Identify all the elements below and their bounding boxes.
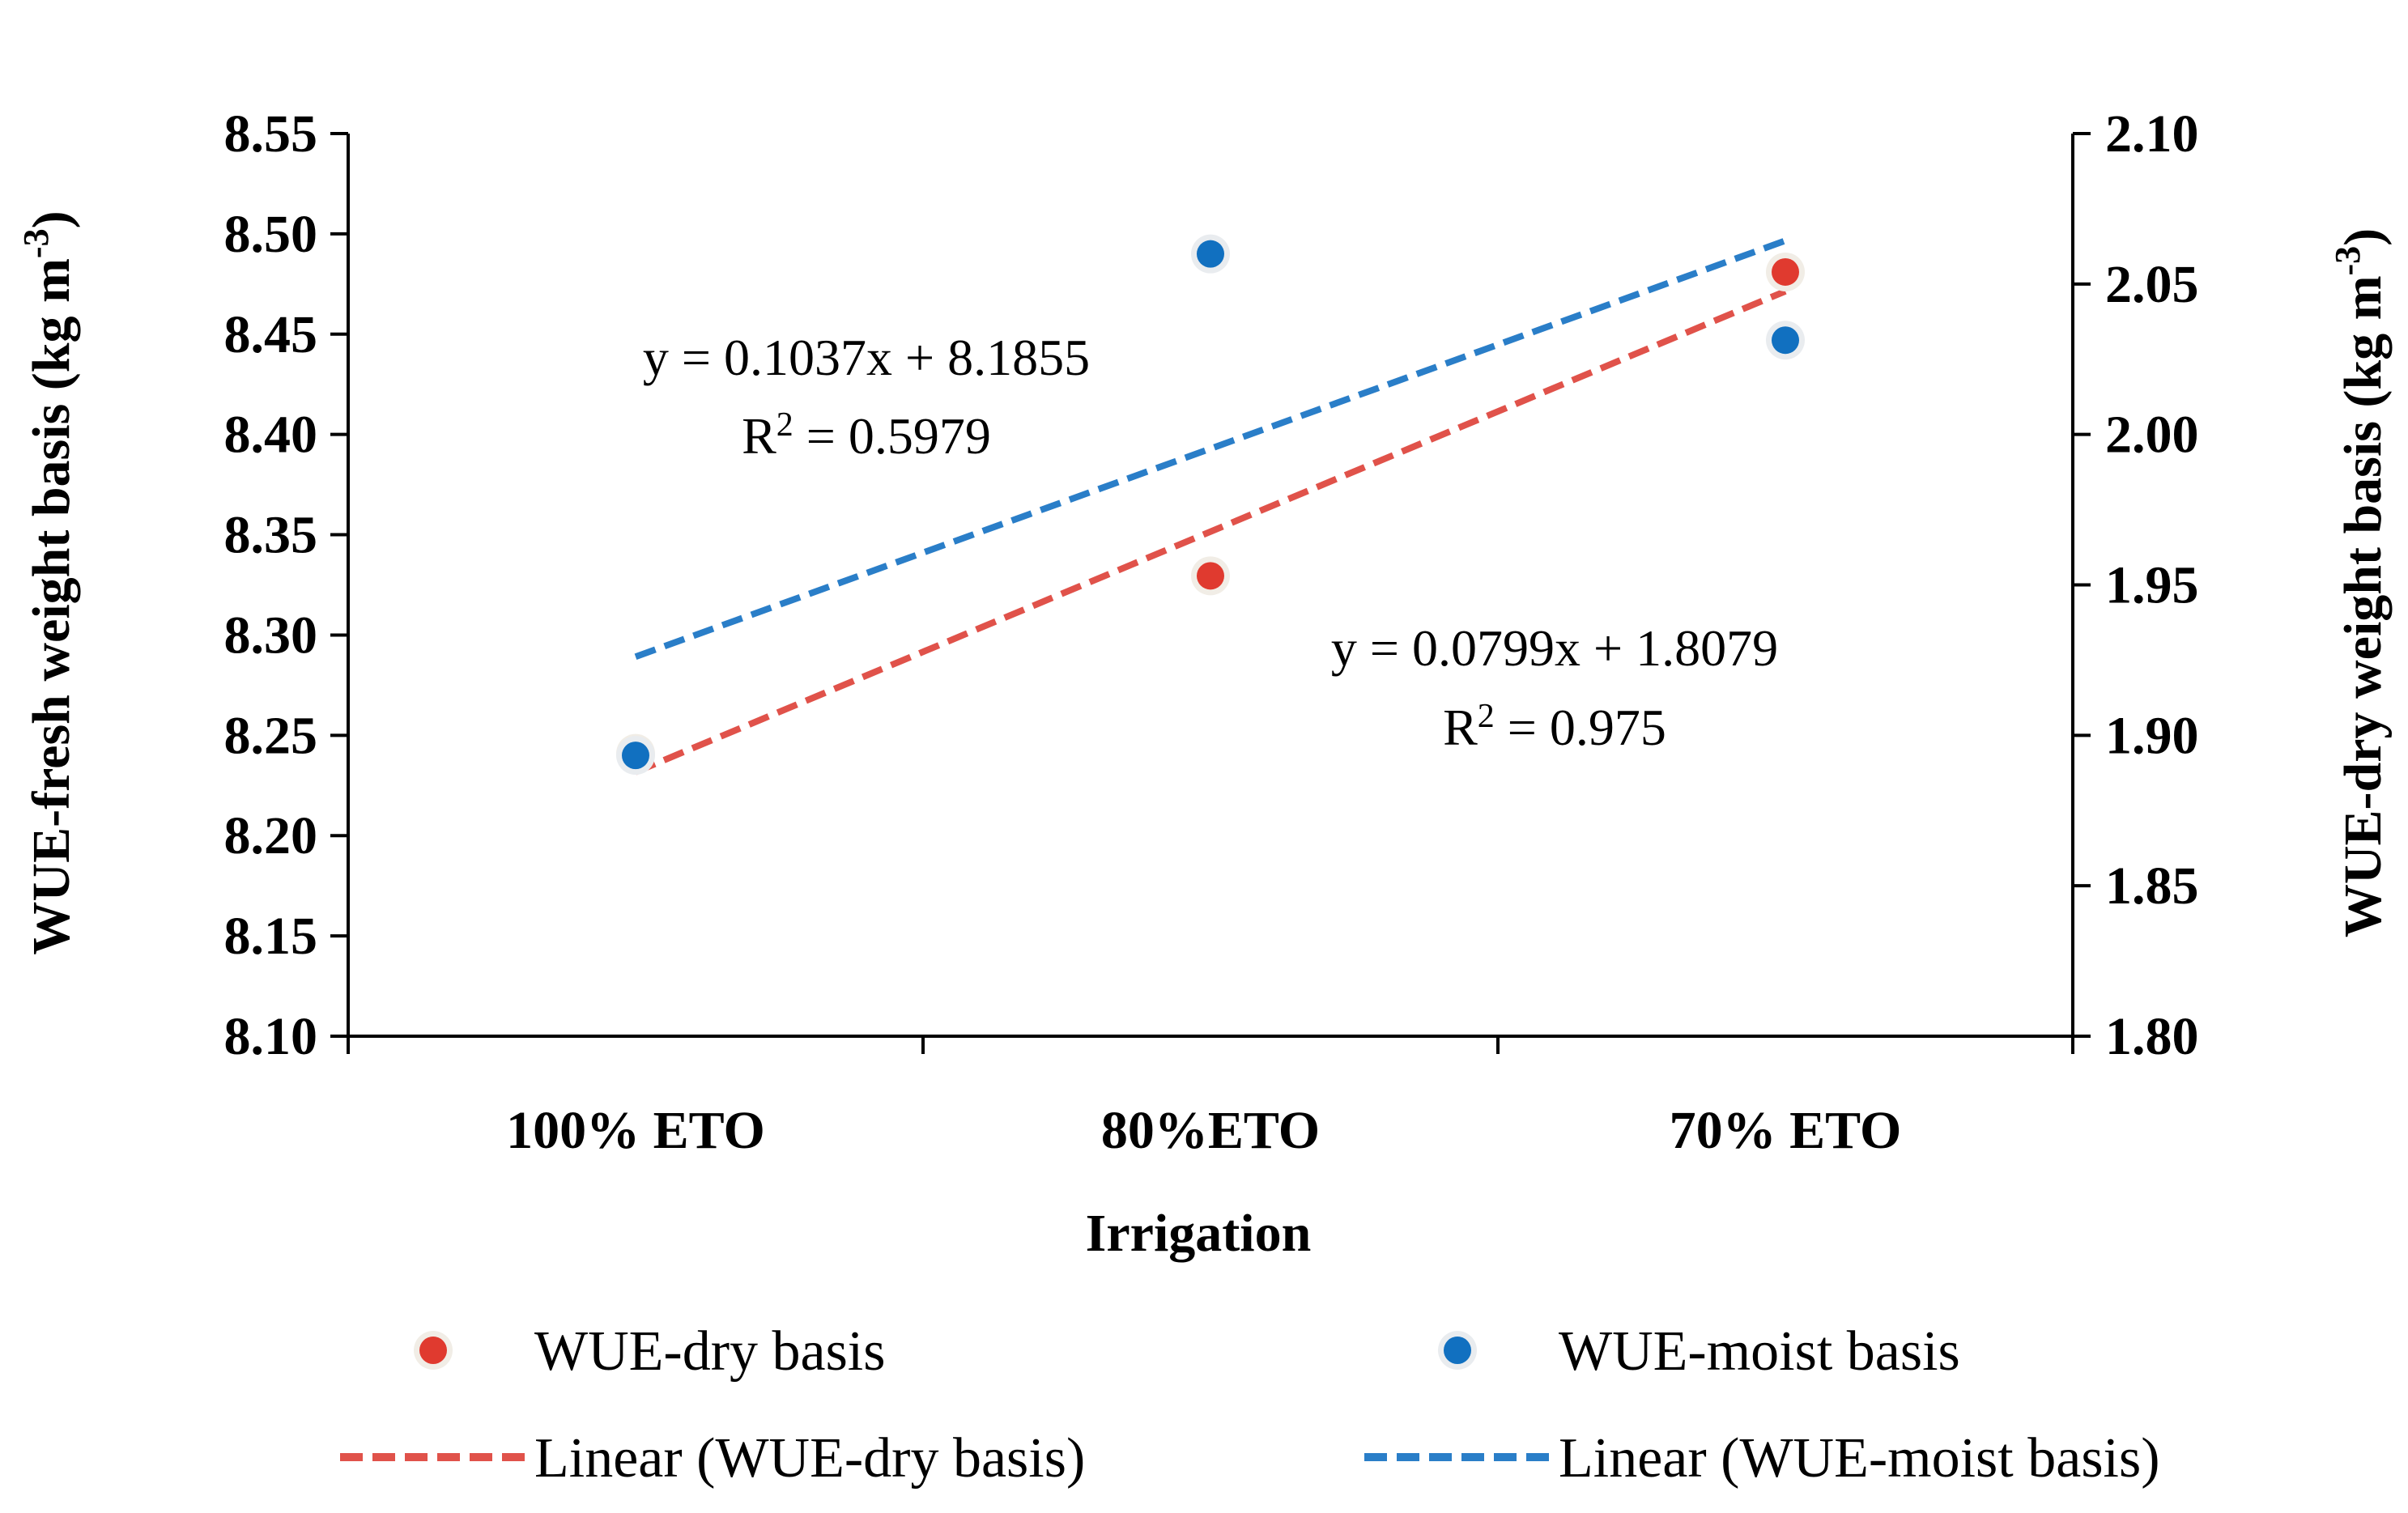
- right-tick-label: 2.05: [2105, 255, 2199, 314]
- dry-trendline: [634, 288, 1787, 776]
- right-axis-title: WUE-dry weight basis (kg m-3): [2328, 228, 2393, 937]
- left-tick-label: 8.10: [224, 1007, 318, 1066]
- legend: WUE-dry basis WUE-moist basis Linear (WU…: [340, 1320, 2160, 1490]
- right-ticks: 1.80 1.85 1.90 1.95 2.00 2.05 2.10: [2073, 104, 2199, 1066]
- right-tick-label: 1.85: [2105, 856, 2199, 916]
- left-tick-label: 8.25: [224, 706, 318, 765]
- right-tick-label: 1.90: [2105, 706, 2199, 765]
- moist-point: [622, 742, 649, 770]
- legend-dry-marker-dot: [419, 1337, 447, 1364]
- dry-r2: R2 = 0.975: [1443, 698, 1666, 756]
- x-ticks: 100% ETO 80%ETO 70% ETO: [347, 1036, 2074, 1160]
- left-tick-label: 8.30: [224, 606, 318, 665]
- dry-point: [1772, 257, 1799, 286]
- trendlines: [634, 237, 1787, 776]
- x-tick-label: 80%ETO: [1101, 1101, 1320, 1160]
- left-tick-label: 8.40: [224, 406, 318, 465]
- left-tick-label: 8.20: [224, 806, 318, 865]
- left-tick-label: 8.35: [224, 506, 318, 565]
- legend-dry-label: WUE-dry basis: [534, 1320, 886, 1383]
- x-tick-label: 70% ETO: [1670, 1101, 1902, 1160]
- x-tick-label: 100% ETO: [506, 1101, 765, 1160]
- moist-r2: R2 = 0.5979: [742, 406, 991, 465]
- legend-dry-trend-label: Linear (WUE-dry basis): [534, 1427, 1085, 1490]
- dry-equation: y = 0.0799x + 1.8079: [1331, 619, 1778, 677]
- moist-trendline: [634, 237, 1787, 660]
- legend-moist-trend-label: Linear (WUE-moist basis): [1559, 1427, 2160, 1490]
- moist-point: [1772, 326, 1799, 355]
- right-tick-label: 2.10: [2105, 104, 2199, 164]
- dry-point: [1197, 562, 1224, 590]
- left-axis-title: WUE-fresh weight basis (kg m-3): [16, 210, 81, 954]
- left-ticks: 8.10 8.15 8.20 8.25 8.30 8.35 8.40 8.45 8.50 8.55: [224, 104, 348, 1066]
- left-tick-label: 8.50: [224, 205, 318, 264]
- x-axis-title: Irrigation: [1086, 1204, 1312, 1263]
- legend-moist-marker-dot: [1444, 1337, 1471, 1364]
- left-tick-label: 8.15: [224, 907, 318, 966]
- legend-moist-label: WUE-moist basis: [1559, 1320, 1960, 1383]
- left-tick-label: 8.55: [224, 104, 318, 164]
- right-tick-label: 1.80: [2105, 1007, 2199, 1066]
- right-tick-label: 1.95: [2105, 556, 2199, 615]
- moist-equation: y = 0.1037x + 8.1855: [643, 329, 1090, 386]
- left-tick-label: 8.45: [224, 305, 318, 364]
- points: [616, 234, 1805, 776]
- moist-point: [1197, 240, 1224, 268]
- right-tick-label: 2.00: [2105, 406, 2199, 465]
